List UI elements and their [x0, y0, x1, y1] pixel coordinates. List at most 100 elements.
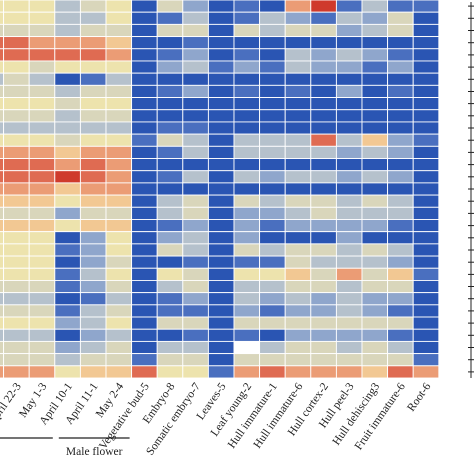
heatmap-cell — [387, 255, 414, 269]
heatmap-cell — [3, 84, 30, 98]
heatmap-cell — [3, 23, 30, 38]
heatmap-cell — [310, 328, 337, 342]
heatmap-cell — [412, 182, 440, 196]
heatmap-cell — [259, 340, 286, 355]
right-axis-ticks — [468, 5, 474, 373]
heatmap-cell — [3, 267, 30, 281]
heatmap-cell — [207, 84, 235, 98]
heatmap-cell — [182, 267, 209, 281]
heatmap-cell — [207, 145, 235, 159]
heatmap-cell — [335, 267, 363, 281]
heatmap-cell — [131, 133, 158, 147]
heatmap-cell — [3, 97, 30, 111]
heatmap-cell — [0, 109, 5, 123]
heatmap-cell — [412, 255, 440, 269]
heatmap-cell — [335, 328, 363, 342]
heatmap-cell — [156, 182, 184, 196]
heatmap-cell — [259, 353, 286, 367]
heatmap-cell — [28, 255, 56, 269]
heatmap-cell — [131, 48, 158, 62]
heatmap-cell — [182, 0, 209, 13]
heatmap-cell — [105, 11, 133, 25]
heatmap-cell — [131, 194, 158, 208]
heatmap-cell — [0, 365, 5, 379]
heatmap-cell — [335, 60, 363, 74]
heatmap-cell — [3, 11, 30, 25]
heatmap-cell — [361, 158, 389, 172]
heatmap-cell — [54, 84, 81, 98]
heatmap-cell — [233, 72, 261, 86]
heatmap-cell — [3, 0, 30, 13]
heatmap-cell — [28, 316, 56, 330]
heatmap-cell — [412, 340, 440, 355]
heatmap-cell — [54, 280, 81, 294]
heatmap-cell — [0, 243, 5, 257]
heatmap-cell — [335, 36, 363, 50]
heatmap-cell — [233, 206, 261, 220]
heatmap-cell — [0, 0, 5, 13]
heatmap-cell — [284, 365, 312, 379]
heatmap-cell — [131, 353, 158, 367]
heatmap-cell — [54, 316, 81, 330]
heatmap-cell — [3, 231, 30, 245]
heatmap-cell — [79, 267, 107, 281]
heatmap-cell — [387, 243, 414, 257]
heatmap-cell — [105, 292, 133, 306]
heatmap-cell — [131, 97, 158, 111]
heatmap-cell — [335, 206, 363, 220]
heatmap-cell — [387, 316, 414, 330]
heatmap-cell — [131, 11, 158, 25]
heatmap-cell — [233, 304, 261, 318]
heatmap-cell — [387, 304, 414, 318]
heatmap-cell — [0, 182, 5, 196]
heatmap-cell — [105, 255, 133, 269]
heatmap-cell — [156, 48, 184, 62]
heatmap-cell — [284, 182, 312, 196]
heatmap-cell — [79, 145, 107, 159]
heatmap-cell — [259, 84, 286, 98]
heatmap-cell — [131, 72, 158, 86]
heatmap-cell — [233, 280, 261, 294]
heatmap-cell — [3, 145, 30, 159]
heatmap-cell — [207, 231, 235, 245]
heatmap-cell — [156, 145, 184, 159]
heatmap-cell — [412, 23, 440, 38]
heatmap-cell — [182, 72, 209, 86]
heatmap-cell — [105, 267, 133, 281]
heatmap-cell — [335, 23, 363, 38]
heatmap-cell — [3, 133, 30, 147]
heatmap-cell — [412, 267, 440, 281]
heatmap-cell — [131, 23, 158, 38]
heatmap-cell — [259, 231, 286, 245]
heatmap-cell — [233, 48, 261, 62]
heatmap-cell — [310, 121, 337, 135]
heatmap-cell — [361, 72, 389, 86]
heatmap-cell — [233, 292, 261, 306]
heatmap-cell — [412, 304, 440, 318]
heatmap-cell — [387, 353, 414, 367]
heatmap-cell — [284, 231, 312, 245]
heatmap-cell — [54, 340, 81, 355]
heatmap-cell — [156, 97, 184, 111]
heatmap-cell — [105, 133, 133, 147]
heatmap-cell — [182, 133, 209, 147]
heatmap-cell — [412, 231, 440, 245]
heatmap-cell — [156, 60, 184, 74]
heatmap-cell — [387, 60, 414, 74]
heatmap-cell — [259, 328, 286, 342]
heatmap-cell — [131, 158, 158, 172]
heatmap-cell — [233, 0, 261, 13]
heatmap-cell — [105, 328, 133, 342]
heatmap-cell — [233, 328, 261, 342]
heatmap-cell — [131, 243, 158, 257]
heatmap-cell — [156, 109, 184, 123]
heatmap-cell — [387, 206, 414, 220]
heatmap-cell — [0, 60, 5, 74]
heatmap-cell — [207, 340, 235, 355]
heatmap-cell — [79, 182, 107, 196]
heatmap-cell — [131, 219, 158, 233]
heatmap-cell — [156, 84, 184, 98]
heatmap-cell — [207, 353, 235, 367]
heatmap-cell — [0, 255, 5, 269]
heatmap-cell — [131, 292, 158, 306]
